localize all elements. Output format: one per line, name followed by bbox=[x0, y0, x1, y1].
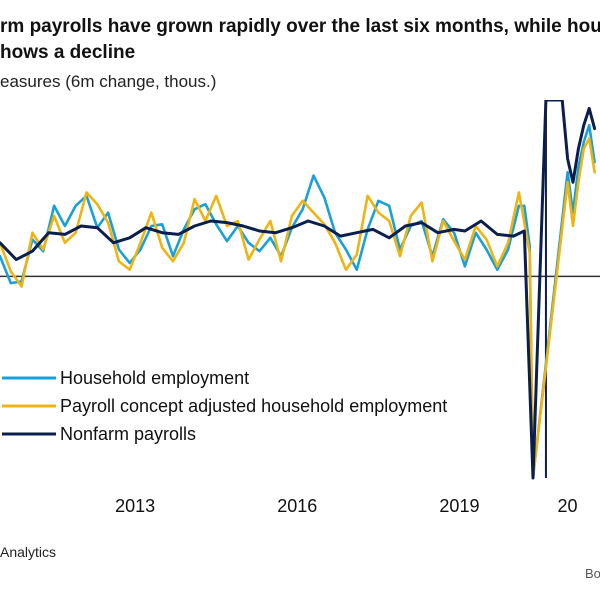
legend-label-nonfarm: Nonfarm payrolls bbox=[60, 424, 196, 444]
chart-legend: Household employment Payroll concept adju… bbox=[2, 368, 447, 444]
source-note: Analytics bbox=[0, 544, 57, 560]
line-chart: 2013 2016 2019 20 Household employment Payro… bbox=[0, 100, 600, 516]
chart-title-line1: rm payrolls have grown rapidly over the … bbox=[0, 16, 600, 37]
series-line-payroll_adjusted bbox=[0, 137, 596, 480]
chart-title-line2: hows a decline bbox=[0, 42, 136, 63]
series-line-nonfarm bbox=[0, 100, 597, 480]
x-tick-label-2019: 2019 bbox=[439, 496, 479, 516]
series-line-household bbox=[0, 123, 596, 480]
chart-subtitle: easures (6m change, thous.) bbox=[0, 72, 217, 91]
footer-brand: Bo bbox=[585, 566, 600, 581]
x-tick-label-2016: 2016 bbox=[277, 496, 317, 516]
x-axis-ticks: 2013 2016 2019 20 bbox=[115, 496, 577, 516]
legend-label-payroll_adjusted: Payroll concept adjusted household emplo… bbox=[60, 396, 447, 416]
x-tick-label-20: 20 bbox=[558, 496, 578, 516]
chart-title: rm payrolls have grown rapidly over the … bbox=[0, 14, 600, 66]
legend-label-household: Household employment bbox=[60, 368, 249, 388]
x-tick-label-2013: 2013 bbox=[115, 496, 155, 516]
plot-area bbox=[0, 100, 600, 480]
